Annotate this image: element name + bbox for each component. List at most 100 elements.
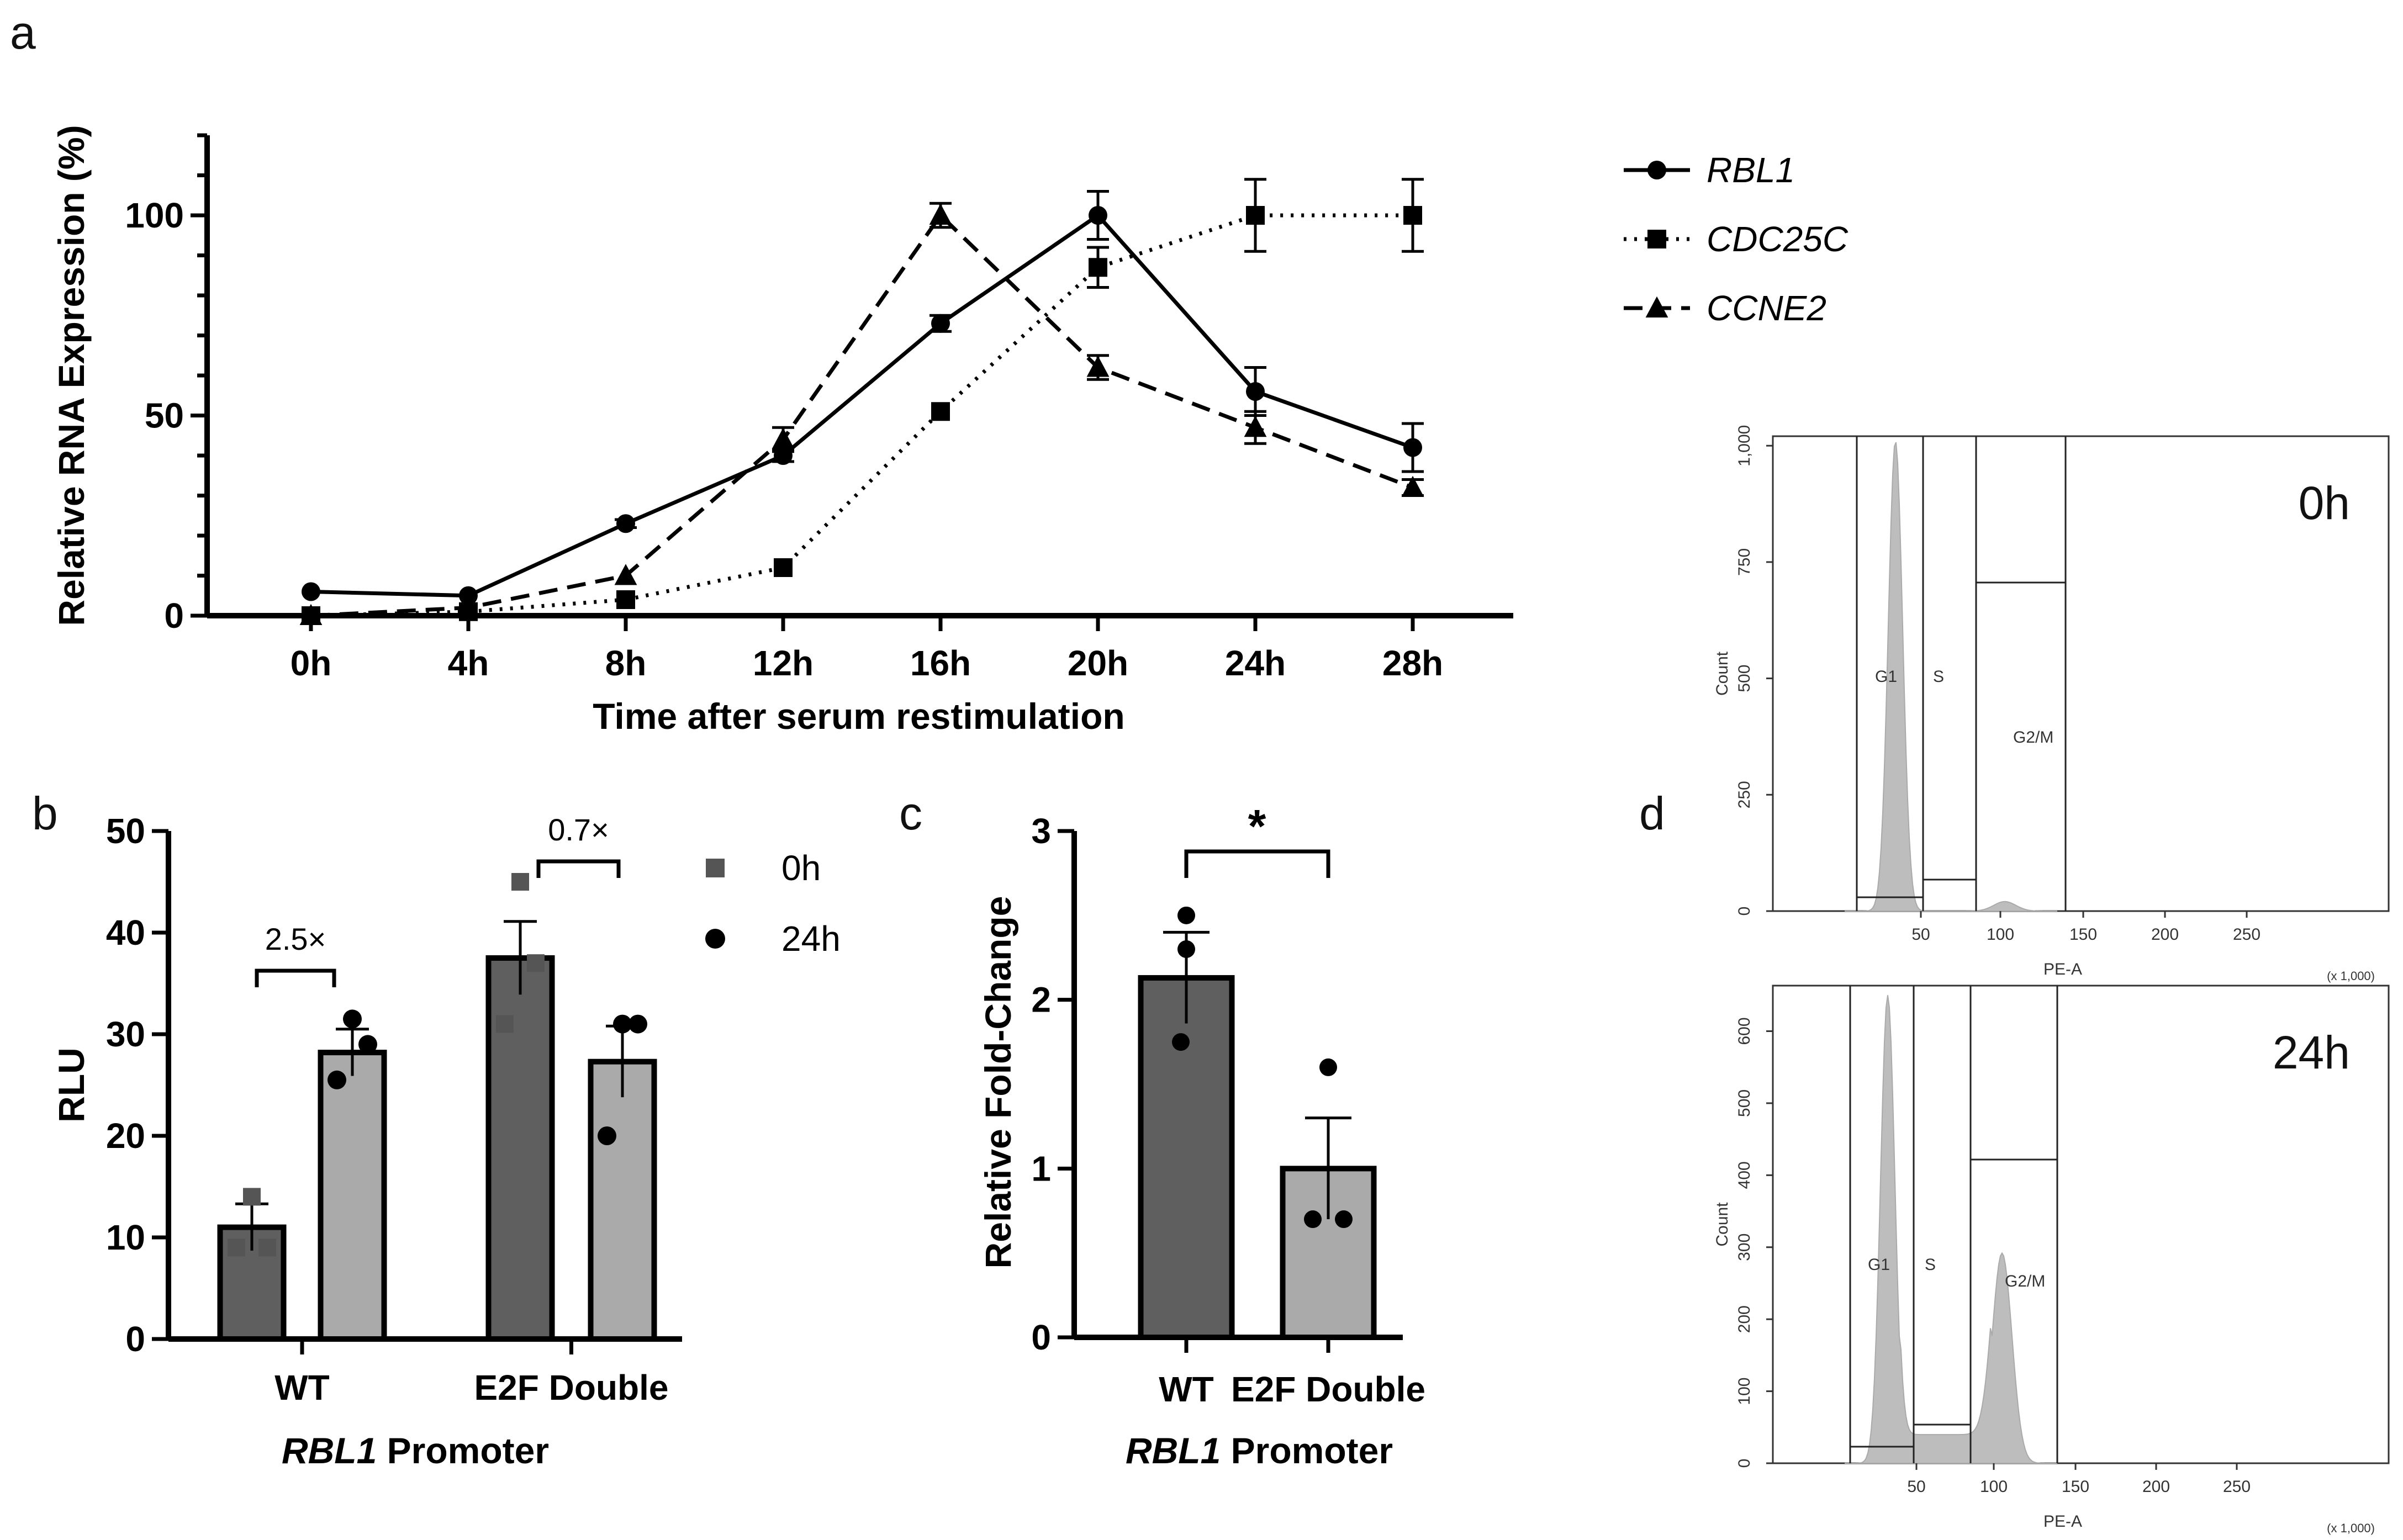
y-tick-label: 600: [1735, 1017, 1754, 1045]
y-tick-label: 0: [164, 596, 184, 636]
data-point-ccne2: [772, 427, 795, 449]
fold-change-wt-label: 2.5×: [265, 922, 326, 956]
replicate-point: [1319, 1058, 1337, 1076]
replicate-point-0h: [511, 873, 529, 891]
panel-letter-c: c: [899, 787, 922, 839]
series-line-rbl1: [310, 213, 1414, 598]
y-tick-label: 40: [106, 913, 145, 952]
x-tick-label: 24h: [1225, 643, 1286, 683]
y-tick-label: 100: [125, 195, 184, 235]
x-tick-label: 100: [1987, 925, 2014, 944]
legend-marker-rbl1: [1647, 161, 1666, 179]
x-tick-label: 4h: [448, 643, 489, 683]
legend-label-24h: 24h: [781, 919, 841, 959]
legend-label-cdc25c: CDC25C: [1707, 219, 1849, 259]
replicate-point-24h: [613, 1014, 632, 1034]
replicate-point: [1335, 1210, 1353, 1229]
legend-label-0h: 0h: [781, 848, 821, 888]
x-tick-label: 150: [2069, 925, 2097, 944]
data-point-rbl1: [459, 586, 478, 605]
x-tick-label: WT: [274, 1368, 330, 1407]
data-point-rbl1: [302, 582, 320, 601]
gate-label: G1: [1868, 1256, 1890, 1274]
replicate-point: [1304, 1210, 1322, 1229]
y-tick-label: 250: [1735, 781, 1754, 808]
y-tick-label: 50: [106, 811, 145, 851]
series-line-ccne2: [310, 212, 1414, 618]
y-tick-label: 0: [1735, 907, 1754, 916]
replicate-point: [1177, 940, 1195, 958]
replicate-point-0h: [258, 1239, 276, 1257]
x-tick-label: 150: [2062, 1478, 2089, 1496]
y-tick-label: 300: [1735, 1234, 1754, 1261]
data-point-cdc25c: [616, 590, 635, 609]
gate-label: G2/M: [2005, 1272, 2045, 1290]
legend-marker-ccne2: [1645, 296, 1668, 317]
bar-0h: [485, 955, 555, 1342]
y-tick-label: 400: [1735, 1161, 1754, 1189]
x-tick-label: E2F Double: [1231, 1369, 1425, 1409]
legend-label-ccne2: CCNE2: [1707, 288, 1826, 328]
legend-marker-24h: [705, 929, 725, 949]
replicate-point-24h: [358, 1035, 377, 1054]
data-point-cdc25c: [1246, 206, 1265, 225]
data-point-rbl1: [1403, 438, 1422, 457]
y-tick-label: 2: [1031, 980, 1051, 1020]
x-tick-label: 50: [1907, 1478, 1925, 1496]
x-tick-label: 8h: [605, 643, 647, 683]
fold-change-wt-bracket: [255, 969, 336, 987]
replicate-point-0h: [243, 1188, 261, 1206]
y-tick-label: 0: [1031, 1317, 1051, 1357]
data-point-rbl1: [931, 314, 950, 333]
y-tick-label: 50: [145, 396, 184, 436]
panel-letter-b: b: [32, 787, 58, 839]
x-tick-label: 250: [2233, 925, 2261, 944]
y-axis-title: Count: [1713, 651, 1731, 696]
x-tick-label: 0h: [291, 643, 332, 683]
y-tick-label: 200: [1735, 1305, 1754, 1333]
replicate-point-24h: [328, 1070, 346, 1089]
panel-letter-a: a: [10, 7, 36, 59]
flow-frame: [1772, 435, 2390, 912]
data-point-rbl1: [616, 514, 635, 533]
x-tick-label: 12h: [753, 643, 814, 683]
y-tick-label: 500: [1735, 1089, 1754, 1117]
x-tick-label: 20h: [1068, 643, 1128, 683]
x-scale-note: (x 1,000): [2327, 969, 2375, 983]
replicate-point-24h: [629, 1014, 647, 1034]
y-tick-label: 3: [1031, 811, 1051, 851]
data-point-ccne2: [929, 203, 952, 225]
y-tick-label: 0: [125, 1319, 145, 1359]
data-point-rbl1: [1246, 382, 1265, 401]
bar-24h: [318, 1050, 387, 1342]
flow-plot-0h: G1 S G2/M 0 250 500 750 1,000 50 100 150 200 250 PE-A…: [1713, 425, 2390, 983]
y-axis-title: Relative RNA Expression (%): [51, 125, 92, 626]
x-tick-label: 200: [2142, 1478, 2170, 1496]
replicate-point: [1177, 906, 1195, 924]
replicate-point-24h: [598, 1126, 616, 1145]
significance-bracket: [1184, 849, 1330, 878]
flow-plot-24h: G1 S G2/M 0 100 200 300 400 500 600 50 100 150 200 250…: [1713, 985, 2390, 1535]
replicate-point: [1172, 1033, 1190, 1051]
x-axis-title: PE-A: [2043, 1512, 2082, 1531]
x-tick-label: 50: [1911, 925, 1930, 944]
fold-change-e2f-bracket: [536, 859, 621, 878]
y-axis-title: RLU: [51, 1047, 92, 1123]
y-tick-label: 1: [1031, 1149, 1051, 1188]
replicate-point-24h: [343, 1009, 362, 1029]
gate-label: G1: [1875, 668, 1897, 686]
panel-letter-d: d: [1639, 787, 1665, 839]
y-tick-label: 20: [106, 1116, 145, 1156]
gate-label: G2/M: [2013, 728, 2053, 747]
y-axis-title: Count: [1713, 1202, 1731, 1247]
x-axis-title: RBL1 Promoter: [1126, 1430, 1393, 1471]
bar-wt: [1138, 975, 1235, 1341]
data-point-cdc25c: [931, 402, 950, 421]
x-tick-label: 250: [2223, 1478, 2251, 1496]
data-point-ccne2: [457, 596, 480, 617]
data-point-ccne2: [1401, 475, 1424, 497]
x-tick-label: 100: [1980, 1478, 2008, 1496]
x-tick-label: E2F Double: [474, 1368, 668, 1407]
